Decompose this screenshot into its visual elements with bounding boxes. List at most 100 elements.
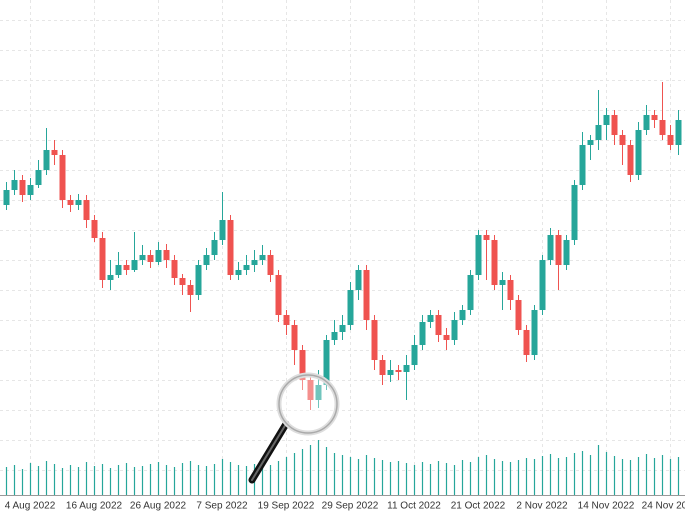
candle-body [347,290,354,325]
candle-body [675,120,682,145]
candle-body [155,250,162,262]
x-tick-label: 7 Sep 2022 [196,501,248,512]
candle-body [27,185,34,195]
candle-body [203,255,210,265]
candle-body [539,260,546,310]
candle-body [363,270,370,320]
candle-body [315,385,322,400]
candle-body [299,350,306,380]
candle-body [443,335,450,340]
candle-body [107,275,114,280]
x-tick-label: 16 Aug 2022 [66,501,123,512]
candle-body [499,280,506,285]
candle-body [411,345,418,365]
candle-body [635,130,642,175]
candle-body [323,340,330,385]
candle-body [459,310,466,320]
candle-body [579,145,586,185]
x-tick-label: 19 Sep 2022 [258,501,315,512]
candle-body [259,255,266,260]
candle-body [75,200,82,205]
x-tick-label: 21 Oct 2022 [451,501,506,512]
candle-body [355,270,362,290]
candle-body [131,260,138,270]
candle-body [99,238,106,280]
candle-body [619,135,626,145]
x-tick-label: 26 Aug 2022 [130,501,187,512]
candle-body [427,315,434,322]
x-labels: 4 Aug 2022 16 Aug 2022 26 Aug 2022 7 Sep 20… [5,501,685,512]
candle-body [51,150,58,155]
x-tick-label: 2 Nov 2022 [516,501,568,512]
candle-body [163,250,170,260]
x-tick-label: 11 Oct 2022 [387,501,441,512]
candle-body [563,240,570,265]
candle-body [451,320,458,340]
x-tick-label: 24 Nov 2022 [642,501,685,512]
candle-body [179,278,186,285]
candle-body [59,155,66,200]
candle-body [339,325,346,332]
candle-body [667,135,674,145]
candle-body [435,315,442,335]
candle-body [219,220,226,240]
candle-body [227,220,234,275]
candle-body [379,360,386,375]
candle-body [419,322,426,345]
candle-body [555,235,562,265]
candle-body [395,370,402,372]
volume-bars [5,440,680,495]
candle-body [595,125,602,140]
candle-body [35,170,42,185]
candle-body [251,260,258,265]
candle-body [91,220,98,238]
candle-body [467,275,474,310]
candle-body [211,240,218,255]
candle-body [267,255,274,275]
candle-body [283,315,290,325]
candle-body [475,235,482,275]
candle-body [139,255,146,260]
candle-body [627,145,634,175]
candle-body [243,265,250,270]
candle-body [171,260,178,278]
candle-body [67,200,74,205]
grid [0,0,685,495]
candle-body [587,140,594,145]
x-tick-label: 14 Nov 2022 [578,501,635,512]
candle-body [11,180,18,190]
candle-body [571,185,578,240]
candle-body [43,150,50,170]
candle-body [547,235,554,260]
candle-body [19,180,26,195]
candle-body [659,120,666,135]
candle-body [235,270,242,275]
candle-body [123,265,130,270]
candle-body [403,365,410,372]
candle-body [483,235,490,240]
candle-body [531,310,538,355]
candle-body [331,332,338,340]
candle-body [643,115,650,130]
candle-body [115,265,122,275]
candle-body [147,255,154,262]
candle-body [611,115,618,135]
candle-body [307,380,314,400]
candle-body [603,115,610,125]
candle-body [83,200,90,220]
candles [3,82,682,410]
magnifier-icon [248,372,340,484]
candle-body [291,325,298,350]
candle-body [195,265,202,295]
candle-body [507,280,514,300]
candle-body [387,370,394,375]
candle-body [3,190,10,205]
x-tick-label: 29 Sep 2022 [322,501,379,512]
candle-body [523,330,530,355]
candle-body [187,285,194,295]
candle-body [275,275,282,315]
candle-body [515,300,522,330]
candle-body [491,240,498,285]
candle-body [651,115,658,120]
